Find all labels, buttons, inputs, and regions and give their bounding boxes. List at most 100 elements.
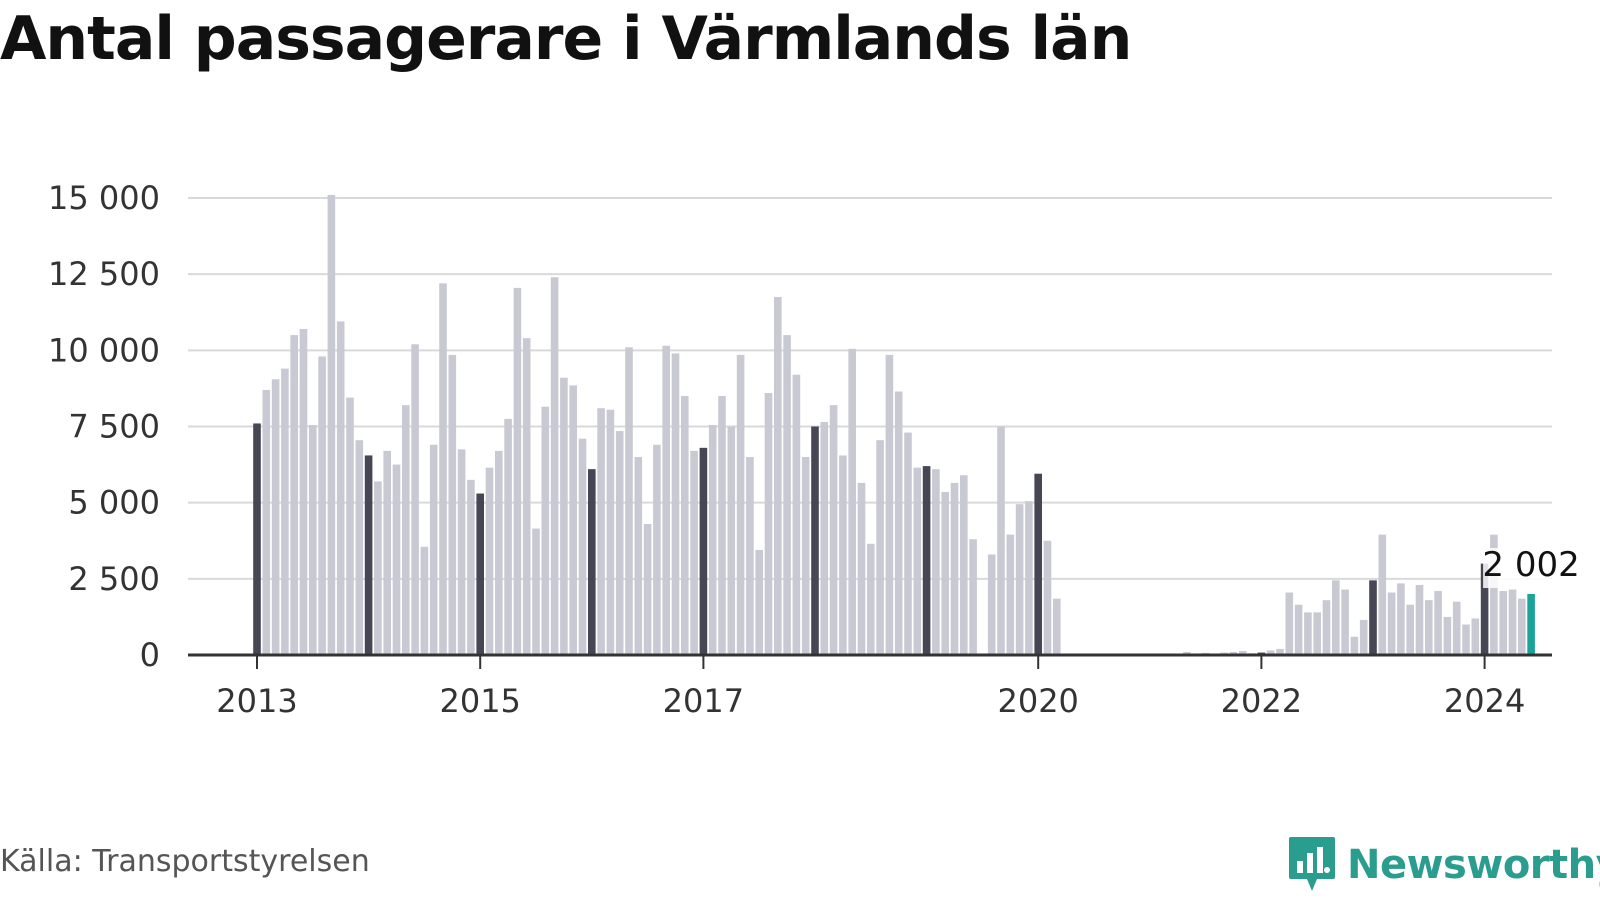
bar [839, 455, 847, 655]
bar [960, 475, 968, 655]
bar [606, 409, 615, 655]
bar [941, 492, 949, 655]
bar [867, 543, 875, 655]
bar [578, 438, 587, 655]
bar [1006, 534, 1015, 655]
bar [495, 450, 503, 655]
bar [1034, 473, 1042, 655]
bar [885, 354, 894, 655]
bar [1508, 589, 1517, 655]
bar [634, 456, 643, 655]
bar [1499, 591, 1507, 655]
source-note: Källa: Transportstyrelsen [0, 844, 370, 879]
bar [653, 444, 661, 655]
y-tick-label: 15 000 [48, 179, 160, 217]
bar [857, 482, 866, 655]
brand-name: Newsworthy [1347, 842, 1600, 888]
bar [253, 423, 261, 655]
bar [811, 426, 819, 655]
bar [1471, 618, 1480, 655]
bar [987, 554, 996, 655]
bar [755, 549, 763, 655]
bar [764, 392, 773, 655]
bar [299, 329, 308, 655]
bar [681, 396, 689, 655]
bar [1043, 540, 1052, 655]
bar [541, 406, 550, 655]
bar [615, 431, 624, 655]
bar [1239, 651, 1247, 655]
newsworthy-logo: Newsworthy [1287, 835, 1600, 895]
y-tick-label: 2 500 [68, 560, 160, 598]
bar [597, 408, 605, 655]
bar [346, 397, 354, 655]
bar [383, 450, 391, 655]
bar [1369, 580, 1377, 655]
y-tick-label: 7 500 [68, 408, 160, 446]
bar [1313, 612, 1321, 655]
bar [374, 481, 382, 655]
y-tick-label: 12 500 [48, 255, 160, 293]
bar [429, 444, 438, 655]
x-tick-label: 2015 [439, 682, 520, 720]
bar [392, 464, 401, 655]
bar [309, 424, 317, 655]
bar [1322, 600, 1331, 655]
bar [1452, 601, 1461, 655]
bar [569, 385, 577, 655]
bar [1341, 589, 1349, 655]
chart-title: Antal passagerare i Värmlands län [0, 4, 1132, 74]
bar [476, 493, 484, 655]
x-tick-label: 2022 [1221, 682, 1302, 720]
newsworthy-logo-icon [1289, 837, 1335, 891]
annotation-background [1483, 548, 1580, 589]
x-tick-label: 2013 [216, 682, 297, 720]
bar [829, 405, 838, 655]
bar [1434, 591, 1442, 655]
x-axis-ticks: 2013 2015 2017 2020 2022 2024 [216, 655, 1525, 720]
bar [1397, 583, 1405, 655]
bar [355, 440, 364, 655]
bar [1304, 612, 1312, 655]
latest-value-annotation: 2 002 [1482, 545, 1580, 589]
bar [364, 455, 373, 655]
bar [550, 277, 559, 655]
y-axis-tick-labels: 0 2 500 5 000 7 500 10 000 12 500 15 000 [48, 179, 160, 674]
bar [708, 424, 717, 655]
bar [588, 469, 596, 655]
bar [671, 353, 680, 655]
bar [1387, 592, 1396, 655]
bar [1527, 594, 1535, 655]
bar [876, 440, 884, 655]
bar [783, 335, 791, 655]
bar [1415, 584, 1424, 655]
bar [894, 391, 903, 655]
y-tick-label: 10 000 [48, 331, 160, 369]
bar [504, 418, 512, 655]
bar [932, 469, 940, 655]
bar [736, 354, 745, 655]
bar [290, 335, 298, 655]
bar [532, 528, 540, 655]
bar [848, 348, 856, 655]
bar [1025, 501, 1033, 655]
bar [792, 374, 801, 655]
bar [746, 456, 754, 655]
bar [1332, 580, 1340, 655]
bar [1378, 534, 1387, 655]
bar [718, 396, 726, 655]
bar [262, 389, 271, 655]
bar [774, 297, 782, 655]
bar [448, 354, 457, 655]
bar [439, 283, 447, 655]
bar [690, 450, 698, 655]
bar [1266, 650, 1275, 655]
bar [1183, 651, 1191, 655]
bar [801, 456, 810, 655]
bar [420, 546, 429, 655]
gridlines [188, 197, 1552, 580]
bar [485, 467, 494, 655]
bar [950, 482, 959, 655]
bar [327, 194, 336, 655]
